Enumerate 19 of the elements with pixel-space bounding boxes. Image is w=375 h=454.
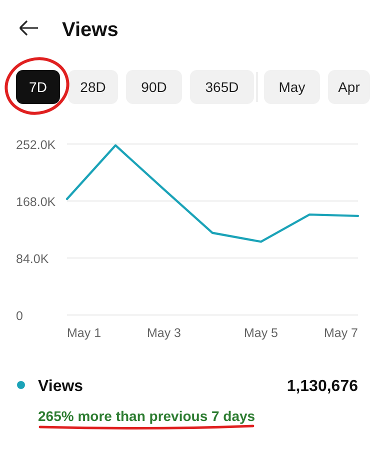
text: 1,130,676 xyxy=(286,378,358,395)
line-series xyxy=(66,144,360,243)
text: 7D xyxy=(29,79,47,95)
y-tick-label: 252.0K xyxy=(16,138,56,152)
x-tick-label: May 3 xyxy=(146,326,182,340)
y-tick-label: 168.0K xyxy=(16,195,56,209)
y-tick-label: 0 xyxy=(16,309,23,323)
y-tick-label: 84.0K xyxy=(16,252,50,266)
x-tick-label: May 1 xyxy=(67,326,102,340)
text: 28D xyxy=(80,79,106,95)
text: 365D xyxy=(205,79,239,95)
text: 265% more than previous 7 days xyxy=(38,408,256,424)
legend-label: Views xyxy=(38,378,84,395)
x-tick-label: May 7 xyxy=(324,326,358,340)
x-tick-label: May 5 xyxy=(244,326,278,340)
chart-title: Views xyxy=(62,19,118,41)
text: Apr xyxy=(338,79,360,95)
text: May xyxy=(278,79,306,95)
text: 90D xyxy=(141,79,167,95)
